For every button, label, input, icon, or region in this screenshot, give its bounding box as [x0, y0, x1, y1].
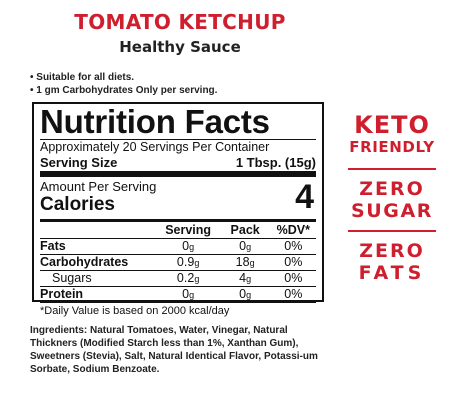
- badge-line: KETO: [354, 111, 430, 139]
- table-row: Protein 0g 0g 0%: [40, 285, 316, 302]
- calories-block: Amount Per Serving Calories 4: [40, 177, 316, 219]
- nutrient-name: Sugars: [40, 269, 157, 286]
- nutrition-facts-panel: Nutrition Facts Approximately 20 Serving…: [32, 102, 324, 317]
- badge-divider: [348, 230, 436, 232]
- nutrient-name: Fats: [40, 237, 157, 254]
- badge-line: ZERO: [359, 240, 425, 262]
- serving-size-row: Serving Size 1 Tbsp. (15g): [40, 155, 316, 171]
- table-row: Carbohydrates 0.9g 18g 0%: [40, 253, 316, 270]
- ingredients-text: Ingredients: Natural Tomatoes, Water, Vi…: [30, 325, 318, 375]
- divider-medium: [40, 219, 316, 222]
- serving-amount: 0.2g: [156, 269, 220, 286]
- nutrient-name: Carbohydrates: [40, 253, 157, 270]
- daily-value: 0%: [270, 269, 316, 286]
- table-header-row: Serving Pack %DV*: [40, 222, 316, 238]
- zero-fats-badge: ZERO FATS: [342, 240, 442, 284]
- daily-value: 0%: [270, 253, 316, 270]
- divider: [40, 302, 316, 303]
- amount-per-serving: Amount Per Serving: [40, 179, 157, 194]
- claims-list: • Suitable for all diets. • 1 gm Carbohy…: [30, 71, 217, 97]
- product-title: TOMATO KETCHUP: [74, 10, 286, 34]
- nutrient-table: Serving Pack %DV* Fats 0g 0g 0% Carbohyd…: [40, 222, 316, 302]
- column-header-pack: Pack: [230, 222, 260, 237]
- serving-amount: 0g: [156, 285, 220, 302]
- daily-value-footnote: *Daily Value is based on 2000 kcal/day: [40, 305, 230, 317]
- nutrient-name: Protein: [40, 285, 157, 302]
- table-row: Fats 0g 0g 0%: [40, 237, 316, 254]
- calories-label: Calories: [40, 194, 115, 215]
- claim-item: • Suitable for all diets.: [30, 72, 135, 83]
- column-header-serving: Serving: [165, 222, 212, 237]
- servings-per-container: Approximately 20 Servings Per Container: [40, 140, 270, 154]
- pack-amount: 0g: [219, 285, 271, 302]
- pack-amount: 0g: [219, 237, 271, 254]
- claim-item: • 1 gm Carbohydrates Only per serving.: [30, 85, 218, 96]
- serving-size-label: Serving Size: [40, 155, 118, 170]
- serving-amount: 0.9g: [156, 253, 220, 270]
- divider: [40, 139, 316, 140]
- zero-sugar-badge: ZERO SUGAR: [342, 178, 442, 222]
- table-row: Sugars 0.2g 4g 0%: [40, 269, 316, 286]
- divider-thick: [40, 171, 316, 177]
- calories-value: 4: [295, 178, 314, 216]
- keto-friendly-badge: KETO FRIENDLY: [342, 112, 442, 156]
- badge-line: FATS: [358, 262, 426, 284]
- daily-value: 0%: [270, 237, 316, 254]
- column-header-dv: %DV*: [276, 222, 310, 237]
- nutrition-facts-title: Nutrition Facts: [40, 103, 270, 140]
- serving-size-value: 1 Tbsp. (15g): [235, 155, 316, 170]
- daily-value: 0%: [270, 285, 316, 302]
- product-subtitle: Healthy Sauce: [119, 38, 241, 56]
- serving-amount: 0g: [156, 237, 220, 254]
- pack-amount: 18g: [219, 253, 271, 270]
- badge-divider: [348, 168, 436, 170]
- pack-amount: 4g: [219, 269, 271, 286]
- badge-line: ZERO: [359, 178, 425, 200]
- badge-line: SUGAR: [350, 200, 434, 222]
- badge-line: FRIENDLY: [349, 138, 435, 156]
